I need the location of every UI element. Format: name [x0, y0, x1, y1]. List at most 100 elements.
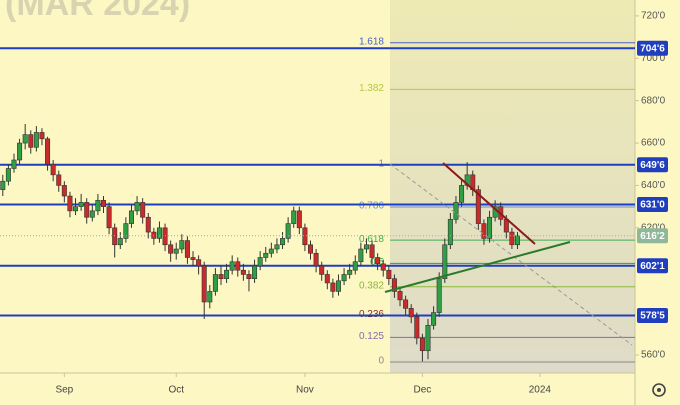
candle-body — [475, 189, 481, 224]
candle-body — [73, 206, 79, 212]
candle-body — [67, 195, 73, 212]
candle-body — [397, 291, 403, 301]
fib-label: 1.382 — [359, 83, 384, 94]
candle-body — [61, 185, 67, 197]
candle-body — [229, 261, 235, 271]
candle-body — [442, 244, 448, 279]
settings-icon[interactable] — [652, 383, 666, 397]
gear-center — [657, 388, 661, 392]
candle-body — [257, 257, 263, 267]
candle-body — [179, 240, 185, 250]
candle-body — [447, 219, 453, 246]
candle-body — [246, 274, 252, 279]
candle-body — [358, 248, 364, 263]
candle-body — [425, 325, 431, 352]
price-label-box — [637, 308, 668, 324]
price-label: 704'6 — [640, 43, 665, 54]
fib-trend-line — [389, 163, 633, 346]
candle-body — [28, 134, 34, 148]
candle-body — [11, 159, 17, 169]
candle-body — [212, 274, 218, 292]
candle-body — [252, 265, 258, 279]
price-label: 649'6 — [640, 160, 665, 171]
candle-body — [162, 227, 168, 246]
y-tick-label: 680'0 — [641, 95, 666, 106]
candle-body — [22, 134, 28, 144]
candle-body — [128, 210, 134, 224]
x-tick-label: 2024 — [529, 385, 552, 396]
candle-body — [101, 199, 107, 207]
price-label-box — [637, 40, 668, 56]
candle-body — [140, 202, 146, 218]
candle-body — [106, 206, 112, 229]
price-label: 578'5 — [640, 311, 665, 322]
candle-body — [481, 223, 487, 239]
candle-body — [39, 132, 45, 140]
price-label: 616'2 — [640, 231, 665, 242]
support-trendline — [384, 241, 571, 293]
candle-body — [240, 269, 246, 275]
candle-body — [408, 308, 414, 318]
x-tick-label: Nov — [296, 385, 314, 396]
candle-body — [453, 202, 459, 220]
candle-body — [380, 263, 386, 271]
x-tick-label: Dec — [414, 385, 432, 396]
candle-body — [515, 235, 521, 246]
candle-body — [190, 257, 196, 260]
fib-label: 0.236 — [359, 309, 384, 320]
candle-body — [134, 202, 140, 212]
candle-body — [207, 291, 213, 303]
candle-body — [56, 174, 62, 186]
candle-body — [459, 185, 465, 203]
candle-body — [145, 216, 151, 233]
y-tick-label: 660'0 — [641, 138, 666, 149]
candle-body — [263, 252, 269, 258]
y-tick-label: 720'0 — [641, 11, 666, 22]
candle-body — [123, 223, 129, 239]
candle-body — [17, 142, 23, 161]
candle-body — [302, 227, 308, 246]
candle-body — [84, 202, 90, 218]
candle-body — [414, 316, 420, 339]
fib-label: 0.786 — [359, 201, 384, 212]
candle-body — [296, 210, 302, 229]
fib-label: 0.382 — [359, 280, 384, 291]
price-label: 602'1 — [640, 261, 665, 272]
candle-body — [78, 202, 84, 207]
plot-area: (MAR 2024)1.6181.38210.7860.6180.50.3820… — [0, 0, 635, 367]
candle-body — [509, 231, 515, 246]
candle-body — [5, 168, 11, 182]
candle-body — [196, 259, 202, 267]
drawings — [384, 162, 633, 346]
candle-body — [151, 231, 157, 239]
candle-body — [33, 132, 39, 148]
candle-body — [201, 265, 207, 303]
price-label-box — [637, 258, 668, 274]
x-tick-label: Oct — [168, 385, 184, 396]
candle-body — [330, 282, 336, 292]
candle-body — [436, 278, 442, 313]
fib-zone — [390, 0, 635, 373]
y-tick-label: 560'0 — [641, 350, 666, 361]
candle-body — [391, 278, 397, 292]
price-label-box — [637, 197, 668, 213]
candle-body — [89, 210, 95, 218]
candle-body — [403, 299, 409, 309]
fib-label: 0.618 — [359, 234, 384, 245]
gear[interactable] — [652, 383, 666, 397]
candle-body — [218, 274, 224, 279]
candle-body — [324, 274, 330, 284]
candle-body — [173, 248, 179, 254]
candle-body — [352, 261, 358, 271]
candle-body — [319, 265, 325, 275]
y-tick-label: 640'0 — [641, 180, 666, 191]
candle-body — [291, 210, 297, 224]
candle-body — [45, 138, 51, 165]
price-label-box — [637, 157, 668, 173]
candle-body — [386, 269, 392, 279]
price-label-box — [637, 228, 668, 244]
candle-body — [168, 244, 174, 254]
candle-body — [224, 269, 230, 279]
x-tick-label: Sep — [55, 385, 73, 396]
